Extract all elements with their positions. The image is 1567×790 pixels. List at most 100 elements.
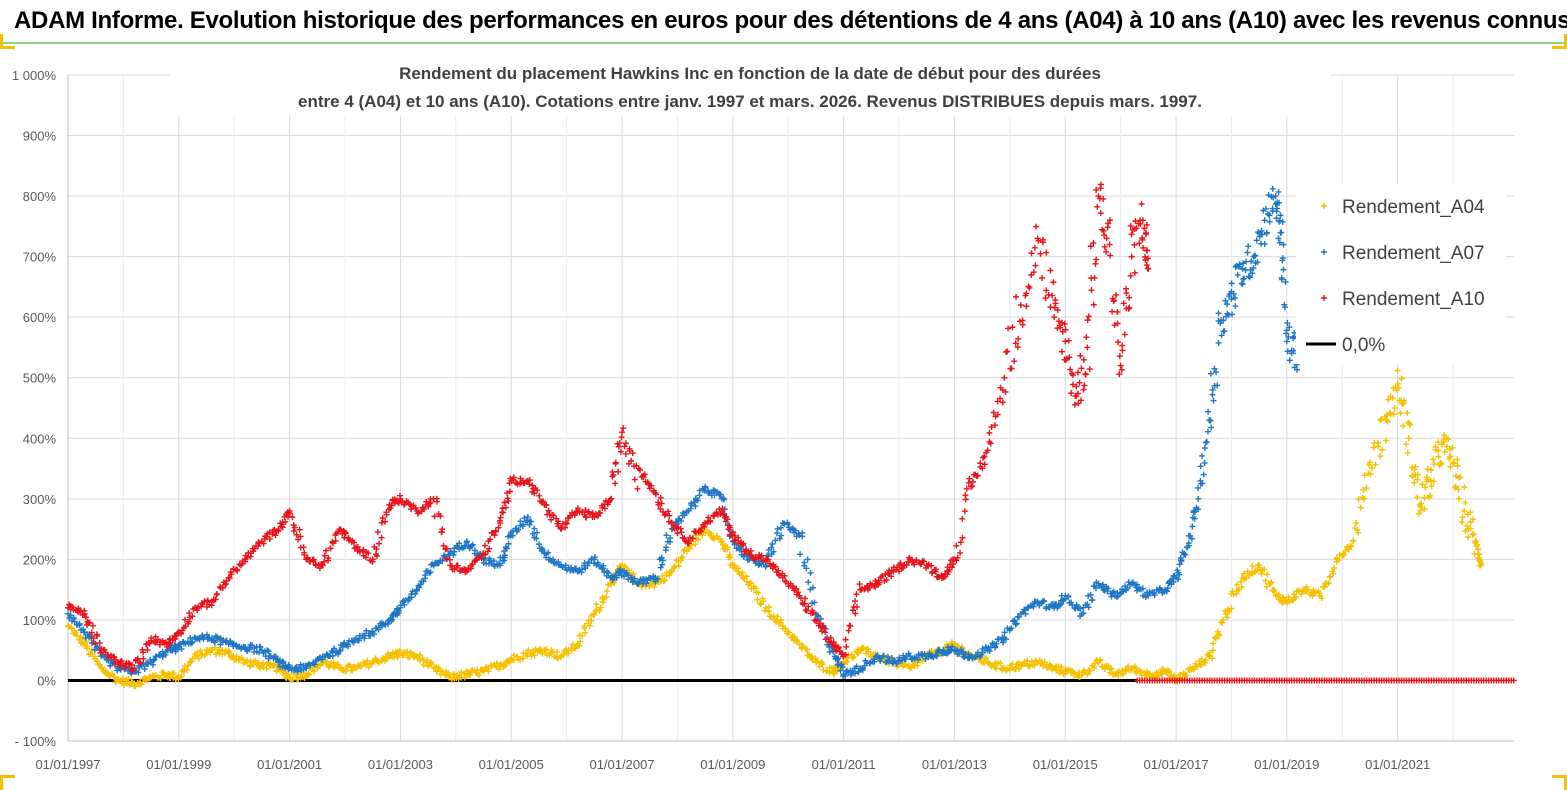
data-point <box>1461 484 1468 491</box>
data-point <box>629 450 636 457</box>
data-point <box>208 602 215 609</box>
data-point <box>911 561 918 568</box>
data-point <box>211 644 218 651</box>
series-Rendement_A10-tail <box>1134 677 1517 684</box>
data-point <box>322 547 329 554</box>
data-point <box>879 572 886 579</box>
data-point <box>588 617 595 624</box>
data-point <box>421 506 428 513</box>
data-point <box>1264 571 1271 578</box>
data-point <box>284 672 291 679</box>
frame-corner-bottom-left <box>0 775 15 790</box>
data-point <box>189 613 196 620</box>
data-point <box>113 656 120 663</box>
data-point <box>905 650 912 657</box>
data-point <box>1112 291 1119 298</box>
data-point <box>1015 613 1022 620</box>
data-point <box>92 640 99 647</box>
data-point <box>1454 462 1461 469</box>
data-point <box>437 513 444 520</box>
data-point <box>744 556 751 563</box>
data-point <box>84 643 91 650</box>
data-point <box>929 570 936 577</box>
data-point <box>1178 558 1185 565</box>
data-point <box>1012 621 1019 628</box>
data-point <box>272 532 279 539</box>
data-point <box>979 454 986 461</box>
data-point <box>1012 340 1019 347</box>
data-point <box>1203 438 1210 445</box>
data-point <box>810 609 817 616</box>
data-point <box>1183 672 1190 679</box>
data-point <box>1195 495 1202 502</box>
data-point <box>1065 337 1072 344</box>
data-point <box>626 445 633 452</box>
data-point <box>953 542 960 549</box>
data-point <box>1218 332 1225 339</box>
data-point <box>1159 671 1166 678</box>
data-point <box>1276 239 1283 246</box>
data-point <box>1170 578 1177 585</box>
data-point <box>1091 274 1098 281</box>
data-point <box>1459 514 1466 521</box>
data-point <box>1208 424 1215 431</box>
data-point <box>740 540 747 547</box>
data-point <box>1088 287 1095 294</box>
data-point <box>1353 519 1360 526</box>
data-point <box>995 635 1002 642</box>
data-point <box>950 561 957 568</box>
data-point <box>369 628 376 635</box>
data-point <box>578 566 585 573</box>
y-tick-label: 1 000% <box>12 68 57 83</box>
data-point <box>1258 570 1265 577</box>
data-point <box>1219 619 1226 626</box>
data-point <box>1084 317 1091 324</box>
data-point <box>1340 552 1347 559</box>
data-point <box>1176 561 1183 568</box>
data-point <box>1015 335 1022 342</box>
data-point <box>1119 347 1126 354</box>
data-point <box>1355 496 1362 503</box>
data-point <box>609 468 616 475</box>
data-point <box>1128 253 1135 260</box>
data-point <box>1215 339 1222 346</box>
y-tick-label: 600% <box>23 310 57 325</box>
data-point <box>519 655 526 662</box>
data-point <box>1118 366 1125 373</box>
x-tick-label: 01/01/2005 <box>479 757 544 772</box>
data-point <box>523 478 530 485</box>
data-point <box>189 655 196 662</box>
data-point <box>681 512 688 519</box>
data-point <box>1092 585 1099 592</box>
data-point <box>1361 472 1368 479</box>
data-point <box>1039 274 1046 281</box>
data-point <box>1014 344 1021 351</box>
data-point <box>1377 417 1384 424</box>
data-point <box>1084 601 1091 608</box>
data-point <box>531 490 538 497</box>
data-point <box>979 465 986 472</box>
data-point <box>1077 352 1084 359</box>
data-point <box>461 674 468 681</box>
data-point <box>817 615 824 622</box>
data-point <box>236 561 243 568</box>
data-point <box>793 533 800 540</box>
data-point <box>720 496 727 503</box>
data-point <box>1284 319 1291 326</box>
data-point <box>1013 620 1020 627</box>
data-point <box>425 503 432 510</box>
data-point <box>138 681 145 688</box>
data-point <box>724 546 731 553</box>
data-point <box>1368 465 1375 472</box>
data-point <box>1090 301 1097 308</box>
data-point <box>1019 317 1026 324</box>
frame-corner-top-left <box>0 34 15 49</box>
data-point <box>591 554 598 561</box>
data-point <box>1357 504 1364 511</box>
data-point <box>1074 369 1081 376</box>
data-point <box>296 526 303 533</box>
data-point <box>502 544 509 551</box>
data-point <box>71 629 78 636</box>
data-point <box>981 659 988 666</box>
data-point <box>1087 243 1094 250</box>
